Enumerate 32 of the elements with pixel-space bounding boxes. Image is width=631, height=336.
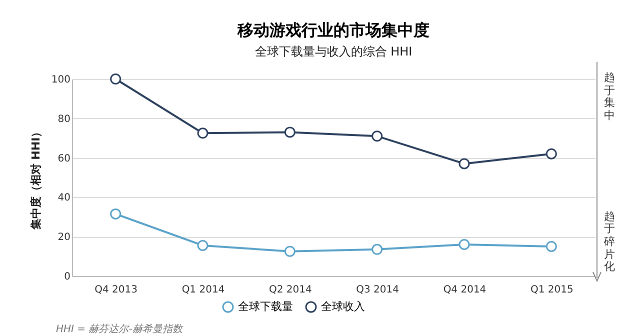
point (197, 240, 208, 251)
legend-label: 全球下载量 (238, 300, 293, 313)
point (284, 246, 296, 257)
point (372, 130, 383, 142)
y-tick-label: 40 (58, 192, 70, 204)
y-tick-label: 0 (64, 272, 70, 282)
x-tick-label: Q1 2015 (530, 284, 574, 296)
y-axis-title: 集中度（相对 HHI） (29, 126, 42, 231)
text: 趋于碎片化 (604, 210, 615, 274)
point (458, 158, 470, 170)
y-tick-label: 100 (51, 74, 70, 86)
point (110, 74, 122, 84)
point (372, 244, 383, 255)
chart-title: 移动游戏行业的市场集中度 (236, 20, 430, 40)
point (546, 240, 557, 252)
text: HHI = 赫芬达尔-赫希曼指数 (56, 322, 182, 336)
y-tick-label: 80 (58, 114, 70, 125)
y-tick-label: 60 (58, 153, 70, 164)
chart-subtitle: 全球下载量与收入的综合 HHI (254, 44, 412, 58)
point (284, 126, 296, 138)
point (458, 238, 470, 250)
x-tick-label: Q1 2014 (182, 284, 225, 296)
point (110, 208, 122, 220)
x-tick-label: Q4 2014 (443, 284, 486, 296)
x-tick-label: Q4 2013 (94, 284, 138, 296)
point (546, 148, 557, 160)
y-tick-label: 20 (58, 232, 70, 244)
legend-label: 全球收入 (321, 300, 365, 313)
x-tick-label: Q3 2014 (356, 284, 400, 296)
x-tick-label: Q2 2014 (268, 284, 312, 296)
text: 趋于集中 (604, 71, 615, 123)
point (197, 128, 208, 139)
